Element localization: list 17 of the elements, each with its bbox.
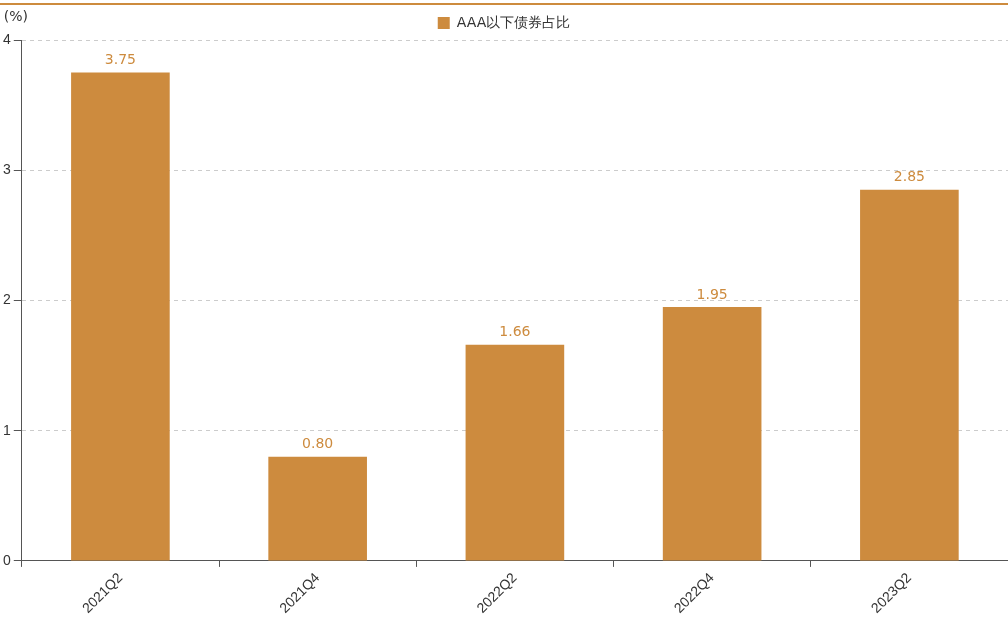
y-tick-label: 4 xyxy=(2,30,11,47)
text: 0.80 xyxy=(302,435,334,452)
bar xyxy=(662,306,762,561)
text: 2.85 xyxy=(893,168,925,185)
y-axis-title: (%) xyxy=(3,7,29,24)
bar xyxy=(465,344,565,561)
bar xyxy=(71,72,170,561)
text: 1.66 xyxy=(499,323,531,340)
bar xyxy=(268,456,367,561)
text: 3.75 xyxy=(104,51,136,68)
y-tick-label: 0 xyxy=(2,551,11,568)
bar xyxy=(860,189,959,561)
y-tick-label: 3 xyxy=(2,161,11,178)
text: 1.95 xyxy=(696,285,728,302)
y-tick-label: 2 xyxy=(2,291,11,308)
legend-label: AAA以下债券占比 xyxy=(456,13,571,30)
y-tick-label: 1 xyxy=(2,421,11,438)
